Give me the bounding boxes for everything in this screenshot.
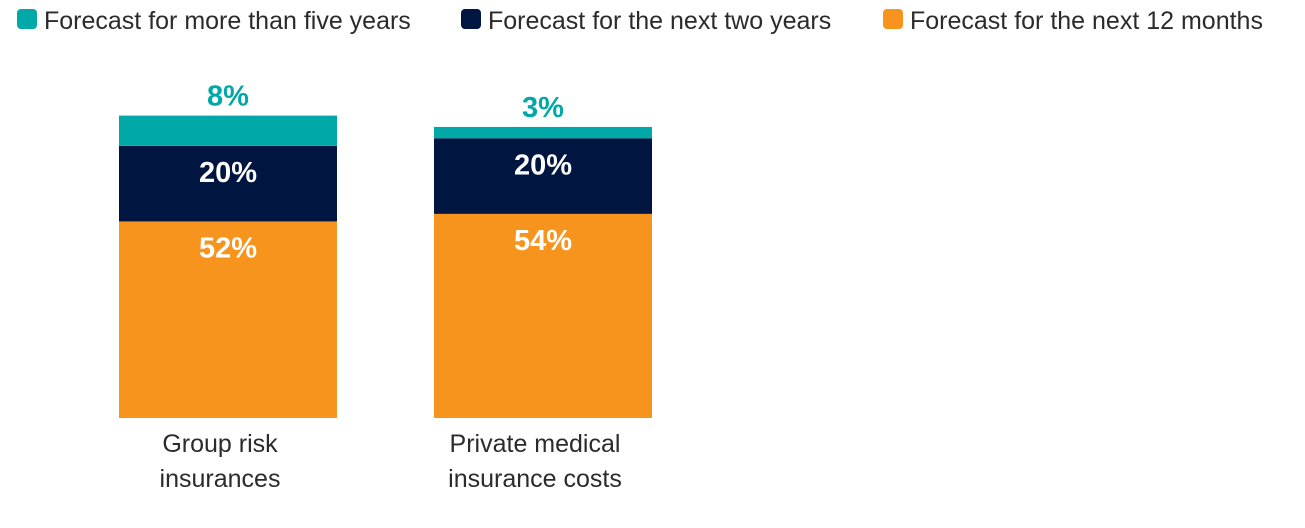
category-labels: Group risk insurances Private medical insur… <box>160 430 622 493</box>
legend: Forecast for more than five years Forecas… <box>17 7 1263 35</box>
category-label: insurance costs <box>448 465 622 493</box>
category-label: Group risk <box>162 430 278 458</box>
data-label: 52% <box>199 232 257 264</box>
data-label: 8% <box>207 81 249 113</box>
category-label: insurances <box>160 465 281 493</box>
bar-segment <box>434 138 652 214</box>
bars: 52% 20% 8% 54% 20% 3% <box>119 81 652 418</box>
bar-segment <box>434 126 652 139</box>
category-label: Private medical <box>450 430 621 458</box>
legend-swatch <box>883 9 903 29</box>
bar-segment <box>119 145 337 222</box>
data-label: 54% <box>514 225 572 257</box>
bar-segment <box>434 213 652 418</box>
legend-label: Forecast for the next two years <box>488 7 831 35</box>
legend-label: Forecast for the next 12 months <box>910 7 1263 35</box>
data-label: 20% <box>514 149 572 181</box>
legend-swatch <box>461 9 481 29</box>
data-label: 3% <box>522 92 564 124</box>
bar-segment <box>119 115 337 146</box>
legend-swatch <box>17 9 37 29</box>
bar-segment <box>119 221 337 418</box>
data-label: 20% <box>199 157 257 189</box>
legend-label: Forecast for more than five years <box>44 7 411 35</box>
